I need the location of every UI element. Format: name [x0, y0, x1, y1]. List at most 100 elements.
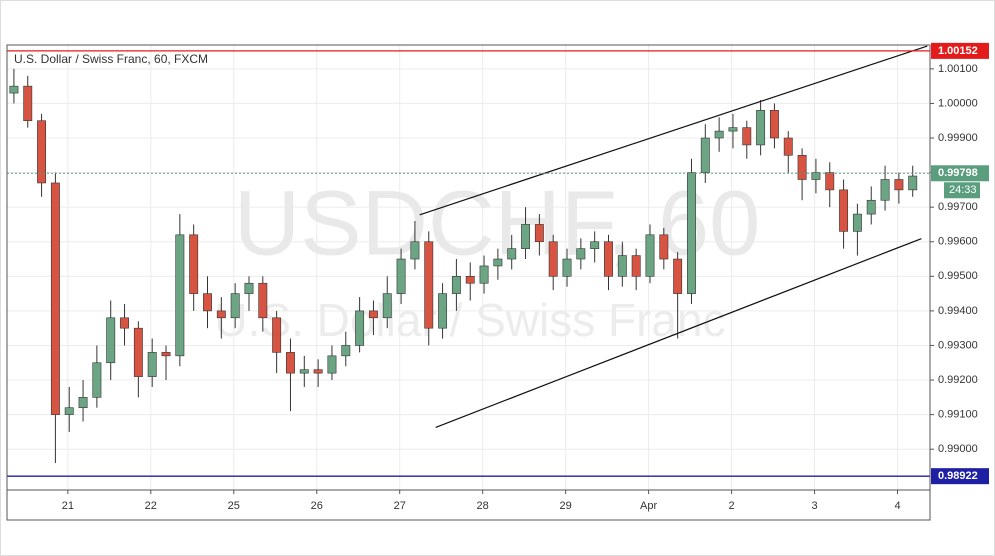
x-tick-label: 26 [311, 500, 323, 512]
candle-body [548, 241, 558, 277]
candle-body [576, 248, 586, 260]
candle-body [161, 352, 171, 357]
x-tick-label: 25 [228, 500, 240, 512]
candle-body [203, 293, 212, 312]
candle-body [562, 258, 572, 277]
candle-body [783, 137, 793, 156]
y-tick-label: 0.99200 [938, 374, 978, 386]
candle-body [673, 258, 683, 294]
candle-body [825, 172, 835, 191]
y-tick-label: 1.00100 [938, 63, 978, 75]
level-label: 0.99798 [938, 167, 978, 179]
candle-body [120, 317, 129, 329]
trend-line [435, 238, 922, 428]
y-tick-label: 0.99500 [938, 270, 978, 282]
watermark-subtitle: U.S. Dollar / Swiss Franc [214, 294, 725, 346]
candle-body [175, 234, 185, 357]
candle-body [631, 255, 641, 277]
candle-body [742, 127, 752, 146]
candle-body [50, 182, 60, 415]
candle-body [382, 293, 392, 319]
candle-body [880, 179, 890, 201]
candle-body [396, 258, 406, 294]
candle-body [258, 282, 268, 319]
level-label-box [931, 165, 989, 182]
candle-body [23, 85, 33, 122]
candle-body [106, 317, 116, 364]
candle-body [37, 120, 47, 184]
y-tick-label: 0.99700 [938, 201, 978, 213]
candle-body [133, 327, 143, 377]
candle-body [368, 310, 378, 319]
candle-body [687, 172, 696, 294]
candle-body [64, 407, 74, 415]
candle-body [230, 293, 240, 319]
candle-body [645, 234, 655, 277]
candle-body [728, 127, 738, 132]
candle-body [700, 137, 710, 173]
candle-body [659, 234, 669, 260]
candle-body [272, 317, 282, 353]
candle-body [507, 248, 517, 260]
x-tick-label: 22 [145, 500, 157, 512]
x-tick-label: 29 [560, 500, 572, 512]
chart-title: U.S. Dollar / Swiss Franc, 60, FXCM [14, 52, 208, 66]
x-tick-label: 27 [394, 500, 406, 512]
y-tick-label: 0.99300 [938, 339, 978, 351]
candle-body [244, 282, 254, 294]
y-tick-label: 0.99900 [938, 132, 978, 144]
y-tick-label: 0.99000 [938, 443, 978, 455]
candle-body [78, 397, 88, 409]
y-tick-label: 0.99100 [938, 409, 978, 421]
countdown-box [944, 182, 980, 199]
plot [7, 45, 930, 477]
x-tick-label: 21 [62, 500, 74, 512]
x-tick-label: 2 [729, 500, 735, 512]
candle-body [189, 234, 199, 294]
candle-body [521, 224, 530, 249]
candle-body [534, 224, 544, 243]
candle-body [617, 255, 627, 277]
candle-body [839, 189, 849, 232]
candle-body [479, 265, 489, 284]
level-label-box [931, 468, 989, 485]
candle-body [894, 179, 904, 191]
candle-body [493, 258, 503, 267]
candle-body [424, 241, 434, 329]
candle-body [852, 213, 862, 232]
x-tick-label: 4 [894, 500, 900, 512]
candle-body [92, 362, 102, 398]
candle-body [410, 241, 420, 260]
countdown: 24:33 [949, 184, 977, 196]
plot-frame [6, 44, 931, 521]
candle-body [604, 241, 613, 277]
candle-body [811, 172, 821, 180]
candle-body [756, 110, 766, 146]
candle-body [908, 175, 918, 191]
candle-body [327, 355, 337, 374]
candle-body [216, 310, 226, 319]
candle-body [313, 369, 323, 374]
level-label: 0.98922 [938, 470, 978, 482]
candle-body [451, 276, 461, 294]
level-label: 1.00152 [938, 45, 978, 57]
trend-line [419, 45, 928, 216]
candle-body [714, 130, 724, 139]
level-label-box [931, 42, 989, 59]
candle-body [590, 241, 600, 249]
candle-body [797, 154, 807, 180]
x-tick-label: Apr [640, 500, 657, 512]
candle-body [465, 276, 475, 284]
candle-body [299, 369, 309, 374]
candle-body [341, 345, 351, 357]
x-tick-label: 28 [477, 500, 489, 512]
candle-body [9, 85, 19, 94]
candle-body [286, 352, 295, 374]
candle-body [769, 110, 779, 139]
y-tick-label: 0.99400 [938, 305, 978, 317]
axes: 0.99000 0.99100 0.99200 0.99300 0.99400 0.995… [62, 42, 989, 512]
y-tick-label: 0.99600 [938, 236, 978, 248]
y-tick-label: 1.00000 [938, 97, 978, 109]
candle-body [147, 352, 157, 377]
